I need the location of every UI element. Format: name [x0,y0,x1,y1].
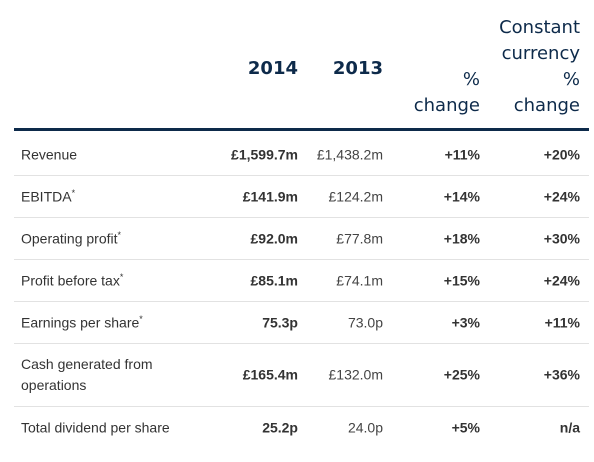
header-text: % [562,69,580,90]
value-2014: £85.1m [250,272,298,288]
table-row: Cash generated from operations £165.4m £… [14,344,589,407]
row-label: Profit before tax* [21,270,201,291]
value-percent-change: +11% [444,146,480,162]
row-label-text: Earnings per share [21,314,140,330]
row-label: EBITDA* [21,186,201,207]
row-label-text: Revenue [21,146,78,162]
column-header-2014: 2014 [247,58,298,79]
value-constant-currency-change: +24% [543,272,580,288]
row-label: Cash generated from operations [21,354,201,396]
value-constant-currency-change: n/a [559,419,580,435]
row-label: Revenue [21,144,201,165]
value-percent-change: +3% [451,314,480,330]
financial-highlights-table: 2014 2013 % change Constant currency % c… [14,0,589,448]
value-2013: £77.8m [336,230,383,246]
value-2014: 75.3p [262,314,298,330]
value-percent-change: +18% [443,230,480,246]
value-constant-currency-change: +20% [543,146,580,162]
row-label-text: Operating profit [21,230,118,246]
footnote-marker: * [119,271,124,282]
table-row: Total dividend per share 25.2p 24.0p +5%… [14,407,589,448]
value-2013: £124.2m [328,188,383,204]
row-label-text: operations [21,377,87,393]
value-percent-change: +5% [451,419,480,435]
row-label: Total dividend per share [21,417,201,438]
row-label-text: Cash generated from [21,356,153,372]
value-2013: £1,438.2m [316,146,383,162]
value-2014: £141.9m [242,188,298,204]
value-percent-change: +14% [443,188,480,204]
footnote-marker: * [71,187,76,198]
value-2014: £92.0m [250,230,298,246]
value-2014: £1,599.7m [231,146,298,162]
table-row: Operating profit* £92.0m £77.8m +18% +30… [14,218,589,260]
footnote-marker: * [139,313,143,324]
row-label-text: Total dividend per share [21,419,170,435]
footnote-marker: * [117,229,122,240]
value-2013: 24.0p [347,419,383,435]
table-header: 2014 2013 % change Constant currency % c… [14,0,589,131]
header-text: Constant [499,17,580,38]
row-label: Earnings per share* [21,312,201,333]
column-header-percent-change: % change [400,67,480,119]
value-2014: 25.2p [262,419,298,435]
header-text: change [413,95,480,116]
column-header-2013: 2013 [332,58,383,79]
value-2013: 73.0p [347,314,383,330]
value-constant-currency-change: +30% [543,230,580,246]
value-percent-change: +15% [443,272,480,288]
value-constant-currency-change: +36% [543,366,580,383]
table-row: EBITDA* £141.9m £124.2m +14% +24% [14,176,589,218]
value-2014: £165.4m [242,366,298,383]
value-2013: £74.1m [336,272,383,288]
value-constant-currency-change: +11% [544,314,580,330]
table-row: Earnings per share* 75.3p 73.0p +3% +11% [14,302,589,344]
row-label-text: EBITDA [21,188,72,204]
table-row: Revenue £1,599.7m £1,438.2m +11% +20% [14,134,589,176]
row-label: Operating profit* [21,228,201,249]
header-text: currency [501,43,580,64]
header-text: change [513,95,580,116]
table-row: Profit before tax* £85.1m £74.1m +15% +2… [14,260,589,302]
header-text: % [462,69,480,90]
value-percent-change: +25% [443,366,480,383]
value-constant-currency-change: +24% [543,188,580,204]
row-label-text: Profit before tax [21,272,120,288]
value-2013: £132.0m [328,366,383,383]
column-header-constant-currency-change: Constant currency % change [480,15,580,119]
